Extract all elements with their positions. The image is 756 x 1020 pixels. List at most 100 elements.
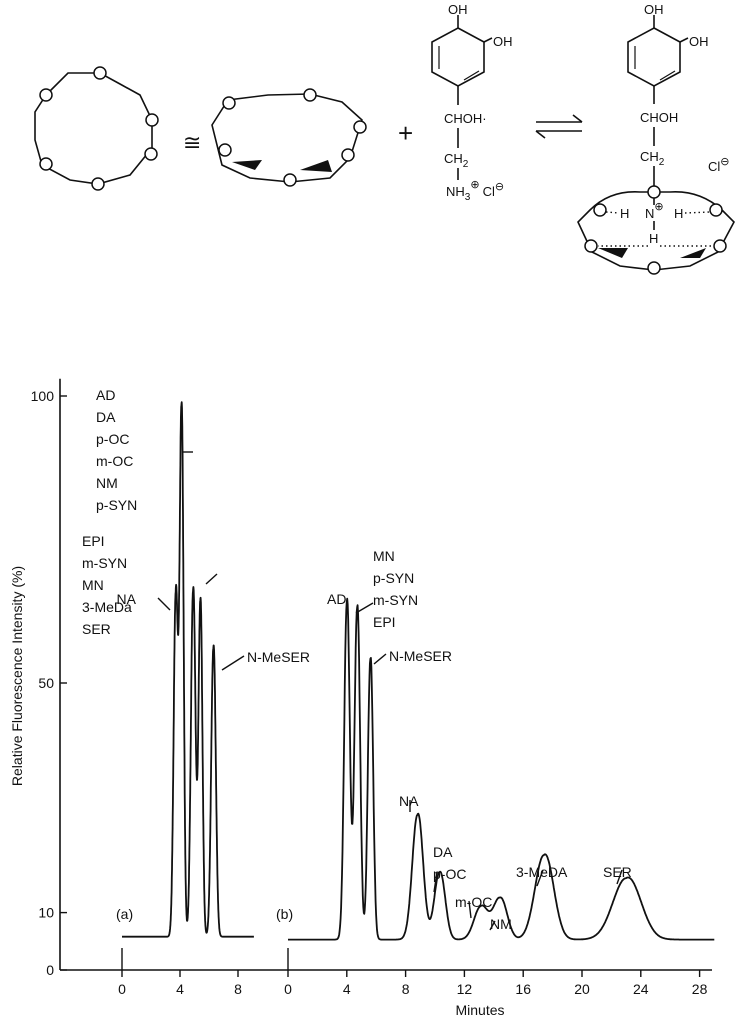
oxygen-atom <box>39 157 53 171</box>
oxygen-atom <box>709 203 723 217</box>
oxygen-atom <box>713 239 727 253</box>
hydroxyl-label: OH <box>689 34 709 49</box>
leader-line <box>616 869 623 885</box>
peak-label: p-OC <box>96 431 129 447</box>
leader-line <box>468 900 472 919</box>
peak-annotation: DA p-OC <box>433 844 466 893</box>
peak-label: AD <box>327 591 346 607</box>
peak-label: DA <box>433 844 453 860</box>
peak-label: SER <box>603 864 632 880</box>
oxygen-atom <box>145 113 159 127</box>
oxygen-atom <box>91 177 105 191</box>
reaction-scheme: ≅ + OH OH CHOH· CH2 <box>34 2 735 275</box>
panel-label: (a) <box>116 906 133 922</box>
y-axis-title: Relative Fluorescence Intensity (%) <box>9 566 25 786</box>
x-tick-label: 4 <box>343 981 351 997</box>
oxygen-atom <box>283 173 297 187</box>
leader-line <box>205 573 218 585</box>
oxygen-atom <box>647 261 661 275</box>
plus-symbol: + <box>398 118 413 148</box>
peak-label: MN <box>373 548 395 564</box>
peak-label: NA <box>399 793 419 809</box>
x-tick-label: 20 <box>574 981 590 997</box>
leader-line <box>221 655 245 671</box>
peak-label: N-MeSER <box>247 649 310 665</box>
x-tick-label: 0 <box>284 981 292 997</box>
peak-label: N-MeSER <box>389 648 452 664</box>
ch2-label: CH2 <box>444 151 469 170</box>
peak-annotation: N-MeSER <box>221 649 310 671</box>
y-tick-label: 100 <box>31 388 55 404</box>
choh-label: CHOH <box>640 110 678 125</box>
peak-label: m-OC <box>96 453 133 469</box>
chromatogram-trace-b <box>287 597 715 941</box>
peak-label: NM <box>96 475 118 491</box>
peak-label: NA <box>117 591 137 607</box>
hydroxyl-label: OH <box>493 34 513 49</box>
x-tick-label: 8 <box>402 981 410 997</box>
peak-annotation: AD DA p-OC m-OC NM p-SYN <box>96 387 193 513</box>
ch2-label: CH2 <box>640 149 665 168</box>
host-guest-complex: OH OH CHOH CH2 Cl⊖ H N⊕ H H <box>577 2 735 275</box>
noradrenaline-molecule: OH OH CHOH· CH2 NH3⊕ Cl⊖ <box>431 2 513 203</box>
oxygen-atom <box>647 185 661 199</box>
hydrogen-label: H <box>649 231 658 246</box>
x-tick-label: 24 <box>633 981 649 997</box>
panel-label: (b) <box>276 906 293 922</box>
peak-label: m-SYN <box>82 555 127 571</box>
peak-annotation: NA <box>117 591 171 611</box>
equilibrium-arrows <box>535 114 583 139</box>
peak-label: p-SYN <box>96 497 137 513</box>
hydrogen-label: H <box>674 206 683 221</box>
peak-annotation: MN p-SYN m-SYN EPI <box>355 548 418 630</box>
oxygen-atom <box>353 120 367 134</box>
peak-label: p-SYN <box>373 570 414 586</box>
hydroxyl-label: OH <box>448 2 468 17</box>
equivalence-symbol: ≅ <box>183 130 201 155</box>
peak-label: AD <box>96 387 115 403</box>
x-tick-label: 16 <box>515 981 531 997</box>
peak-label: EPI <box>82 533 105 549</box>
y-tick-label: 10 <box>38 905 54 921</box>
oxygen-atom <box>218 143 232 157</box>
x-tick-label: 28 <box>692 981 708 997</box>
x-tick-label: 0 <box>118 981 126 997</box>
x-tick-label: 8 <box>234 981 242 997</box>
leader-line <box>536 869 544 887</box>
x-axis-title: Minutes <box>455 1002 504 1018</box>
peak-label: NM <box>490 916 512 932</box>
leader-line <box>489 920 496 931</box>
oxygen-atom <box>341 148 355 162</box>
peak-label: SER <box>82 621 111 637</box>
y-tick-label: 50 <box>38 675 54 691</box>
oxygen-atom <box>93 66 107 80</box>
leader-line <box>355 602 374 614</box>
peak-annotation: N-MeSER <box>373 648 452 665</box>
chart-traces <box>121 401 715 941</box>
peak-annotation: m-OC <box>455 894 492 919</box>
peak-label: 3-MeDa <box>82 599 132 615</box>
hydroxyl-label: OH <box>644 2 664 17</box>
oxygen-atom <box>222 96 236 110</box>
peak-annotation: 3-MeDA <box>516 864 568 887</box>
crown-ether-perspective <box>211 88 367 187</box>
x-tick-label: 12 <box>457 981 473 997</box>
leader-line <box>373 653 387 665</box>
peak-annotation: NM <box>489 916 512 932</box>
y-tick-label: 0 <box>46 962 54 978</box>
leader-line <box>157 597 171 611</box>
peak-label: DA <box>96 409 116 425</box>
panel-labels: (a) (b) <box>116 906 293 922</box>
peak-annotations: AD DA p-OC m-OC NM p-SYN EPI m-SYN MN 3-MeDa SER NA… <box>82 387 632 932</box>
crown-ether-top-view <box>34 66 159 191</box>
peak-annotation: SER <box>603 864 632 885</box>
ammonium-label: NH3⊕ Cl⊖ <box>446 179 504 203</box>
x-tick-label: 4 <box>176 981 184 997</box>
peak-annotation: AD <box>327 591 346 607</box>
oxygen-atom <box>303 88 317 102</box>
nitrogen-label: N⊕ <box>645 201 664 221</box>
oxygen-atom <box>144 147 158 161</box>
hydrogen-label: H <box>620 206 629 221</box>
chromatogram-trace-a <box>121 401 255 938</box>
